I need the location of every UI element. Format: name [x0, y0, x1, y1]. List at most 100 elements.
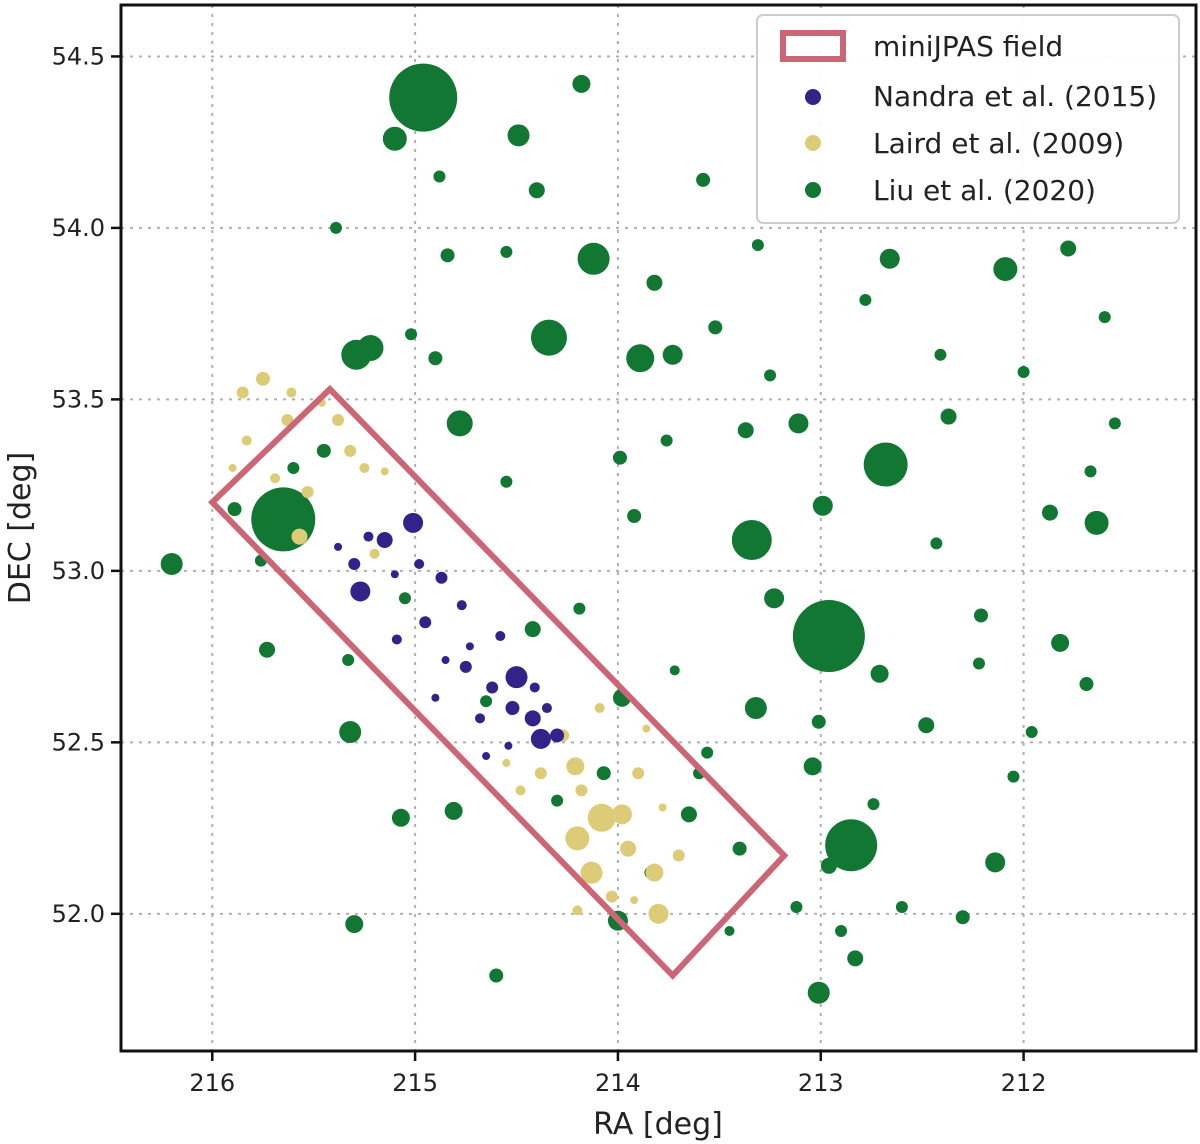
y-tick-label: 54.0 — [52, 214, 105, 242]
data-point — [662, 344, 683, 365]
data-point — [680, 806, 697, 823]
data-point — [502, 758, 511, 767]
data-point — [993, 257, 1018, 282]
data-point — [955, 910, 970, 925]
data-point — [227, 502, 242, 517]
data-point — [930, 537, 943, 550]
data-point — [515, 785, 526, 796]
data-point — [551, 794, 564, 807]
data-point — [286, 387, 297, 398]
data-point — [863, 442, 908, 487]
data-point — [626, 344, 655, 373]
data-point — [291, 528, 308, 545]
data-point — [732, 841, 747, 856]
data-point — [701, 746, 714, 759]
data-point — [724, 925, 735, 936]
data-point — [376, 532, 393, 549]
y-tick-label: 54.5 — [52, 42, 105, 70]
data-point — [236, 386, 249, 399]
data-point — [630, 896, 639, 905]
data-point — [500, 475, 513, 488]
data-point — [160, 553, 183, 576]
legend-liu-marker — [805, 182, 821, 198]
y-tick-label: 53.5 — [52, 385, 105, 413]
data-point — [1017, 365, 1030, 378]
legend-label-liu: Liu et al. (2020) — [873, 174, 1096, 207]
data-point — [348, 558, 361, 571]
data-point — [646, 274, 663, 291]
data-point — [344, 444, 357, 457]
data-point — [867, 798, 880, 811]
data-point — [792, 600, 865, 673]
data-point — [330, 221, 342, 234]
data-point — [1060, 240, 1077, 257]
data-point — [1041, 504, 1058, 521]
data-point — [587, 803, 616, 832]
data-point — [1108, 417, 1121, 430]
data-point — [441, 656, 450, 665]
data-point — [627, 508, 642, 523]
series-2 — [334, 512, 565, 761]
data-point — [530, 319, 567, 356]
data-point — [985, 852, 1006, 873]
data-point — [1098, 311, 1111, 324]
data-point — [316, 443, 331, 458]
data-point — [612, 450, 627, 465]
data-point — [505, 701, 520, 716]
data-point — [459, 660, 472, 673]
data-point — [859, 293, 872, 306]
y-axis-ticks: 52.0 52.5 53.0 53.5 54.0 54.5 — [52, 42, 121, 928]
data-point — [632, 767, 645, 780]
data-point — [534, 767, 547, 780]
data-point — [807, 981, 830, 1004]
series-1 — [228, 371, 685, 924]
data-point — [480, 695, 493, 708]
data-point — [332, 413, 345, 426]
data-point — [669, 665, 680, 676]
data-point — [431, 693, 440, 702]
data-point — [790, 900, 803, 913]
data-point — [672, 849, 685, 862]
y-axis-label: DEC [deg] — [3, 452, 38, 605]
data-point — [444, 801, 463, 820]
data-point — [918, 717, 935, 734]
data-point — [847, 950, 864, 967]
data-point — [465, 642, 474, 651]
data-point — [764, 369, 777, 382]
data-point — [835, 924, 848, 937]
y-tick-label: 52.0 — [52, 900, 105, 928]
legend-box — [756, 14, 1180, 224]
data-point — [475, 713, 486, 724]
data-point — [391, 808, 410, 827]
data-point — [1079, 677, 1094, 692]
data-point — [788, 413, 809, 434]
data-point — [391, 634, 402, 645]
data-point — [744, 697, 767, 720]
data-point — [940, 408, 957, 425]
legend-label-nandra: Nandra et al. (2015) — [873, 80, 1157, 113]
data-point — [577, 242, 610, 275]
data-point — [456, 600, 467, 611]
data-point — [820, 857, 837, 874]
data-point — [737, 422, 754, 439]
data-point — [489, 968, 504, 983]
x-tick-label: 213 — [798, 1069, 844, 1097]
data-point — [620, 840, 637, 857]
data-point — [708, 320, 723, 335]
legend-nandra-marker — [805, 89, 821, 105]
data-point — [572, 905, 583, 916]
data-point — [696, 172, 711, 187]
data-point — [446, 410, 473, 437]
data-point — [565, 826, 590, 851]
data-point — [287, 461, 300, 474]
data-point — [433, 170, 446, 183]
data-point — [334, 542, 343, 551]
data-point — [363, 531, 374, 542]
data-point — [403, 512, 424, 533]
data-point — [575, 784, 588, 797]
data-point — [573, 602, 586, 615]
legend: miniJPAS field Nandra et al. (2015) Lair… — [756, 14, 1180, 224]
data-point — [642, 724, 651, 733]
data-point — [301, 485, 314, 498]
